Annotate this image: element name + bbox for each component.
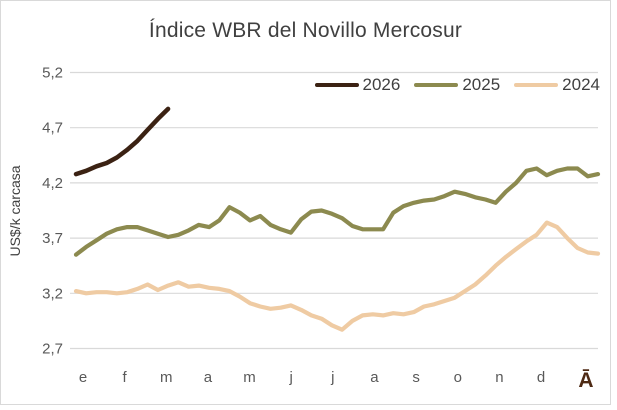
series-line-2026 <box>73 106 171 177</box>
x-tick-label-9: s <box>412 369 420 386</box>
x-tick-label-1: e <box>79 369 87 386</box>
chart-widget: Índice WBR del Novillo Mercosur 5,2 4,7 4,… <box>0 0 611 405</box>
chart-title: Índice WBR del Novillo Mercosur <box>148 19 463 42</box>
x-tick-label-5: m <box>243 369 256 386</box>
x-tick-label-8: a <box>370 369 379 386</box>
y-tick-label: 4,2 <box>42 175 63 192</box>
legend: 2026 2025 2024 <box>314 75 600 95</box>
watermark-letter: Ā <box>578 369 594 392</box>
x-tick-label-11: n <box>495 369 503 386</box>
x-tick-label-3: m <box>160 369 173 386</box>
plot-area: 5,2 4,7 4,2 3,7 3,2 2,7 e f m a m j j a s o n d <box>42 65 601 386</box>
y-tick-label: 5,2 <box>42 65 63 82</box>
y-tick-label: 4,7 <box>42 120 63 137</box>
x-tick-label-7: j <box>330 369 334 386</box>
legend-line-swatch-2025 <box>414 82 459 88</box>
y-tick-label: 2,7 <box>42 341 63 358</box>
x-tick-label-2: f <box>123 369 128 386</box>
legend-label-2024: 2024 <box>562 75 600 94</box>
x-tick-label-10: o <box>454 369 462 386</box>
x-tick-label-12: d <box>537 369 545 386</box>
legend-line-swatch-2024 <box>514 82 559 88</box>
x-tick-label-4: a <box>204 369 213 386</box>
x-tick-label-6: j <box>289 369 293 386</box>
legend-label-2026: 2026 <box>362 75 401 94</box>
series-line-2024 <box>73 220 601 332</box>
legend-label-2025: 2025 <box>462 75 501 94</box>
y-axis-title: US$/k carcasa <box>7 165 23 257</box>
legend-item-2026: 2026 <box>314 75 401 95</box>
legend-item-2025: 2025 <box>414 75 500 95</box>
legend-item-2024: 2024 <box>514 75 600 95</box>
legend-line-swatch-2026 <box>314 82 359 88</box>
y-tick-label: 3,2 <box>42 285 63 302</box>
y-tick-label: 3,7 <box>42 230 63 247</box>
series-line-2025 <box>73 166 601 257</box>
